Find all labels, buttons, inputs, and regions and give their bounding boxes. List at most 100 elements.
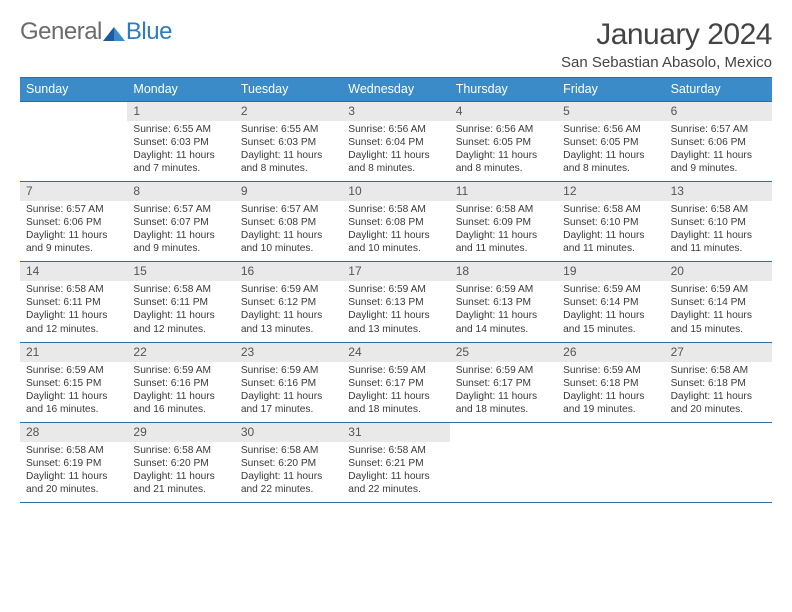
day-number: 10 — [342, 182, 449, 201]
blank-cell — [557, 423, 664, 502]
daylight-text-1: Daylight: 11 hours — [456, 229, 551, 242]
day-details: Sunrise: 6:57 AMSunset: 6:08 PMDaylight:… — [235, 201, 342, 255]
day-cell: 30Sunrise: 6:58 AMSunset: 6:20 PMDayligh… — [235, 423, 342, 502]
day-details: Sunrise: 6:58 AMSunset: 6:11 PMDaylight:… — [127, 281, 234, 335]
day-cell: 20Sunrise: 6:59 AMSunset: 6:14 PMDayligh… — [665, 262, 772, 341]
sunset-text: Sunset: 6:07 PM — [133, 216, 228, 229]
daylight-text-1: Daylight: 11 hours — [133, 309, 228, 322]
sunrise-text: Sunrise: 6:59 AM — [241, 364, 336, 377]
logo-triangle-icon — [103, 20, 125, 36]
day-details: Sunrise: 6:59 AMSunset: 6:16 PMDaylight:… — [127, 362, 234, 416]
day-number: 4 — [450, 102, 557, 121]
sunset-text: Sunset: 6:14 PM — [671, 296, 766, 309]
daylight-text-1: Daylight: 11 hours — [241, 390, 336, 403]
sunrise-text: Sunrise: 6:57 AM — [241, 203, 336, 216]
sunrise-text: Sunrise: 6:57 AM — [133, 203, 228, 216]
page-title: January 2024 — [561, 18, 772, 52]
sunset-text: Sunset: 6:03 PM — [241, 136, 336, 149]
sunrise-text: Sunrise: 6:58 AM — [26, 444, 121, 457]
sunset-text: Sunset: 6:12 PM — [241, 296, 336, 309]
sunrise-text: Sunrise: 6:58 AM — [348, 203, 443, 216]
day-cell: 5Sunrise: 6:56 AMSunset: 6:05 PMDaylight… — [557, 102, 664, 181]
day-cell: 19Sunrise: 6:59 AMSunset: 6:14 PMDayligh… — [557, 262, 664, 341]
sunset-text: Sunset: 6:11 PM — [26, 296, 121, 309]
daylight-text-1: Daylight: 11 hours — [671, 309, 766, 322]
sunset-text: Sunset: 6:20 PM — [241, 457, 336, 470]
day-header-cell: Sunday — [20, 78, 127, 101]
daylight-text-2: and 12 minutes. — [26, 323, 121, 336]
day-number: 3 — [342, 102, 449, 121]
day-cell: 31Sunrise: 6:58 AMSunset: 6:21 PMDayligh… — [342, 423, 449, 502]
sunrise-text: Sunrise: 6:59 AM — [456, 283, 551, 296]
daylight-text-1: Daylight: 11 hours — [671, 229, 766, 242]
calendar-grid: SundayMondayTuesdayWednesdayThursdayFrid… — [20, 77, 772, 503]
sunset-text: Sunset: 6:05 PM — [456, 136, 551, 149]
title-block: January 2024 San Sebastian Abasolo, Mexi… — [561, 18, 772, 71]
day-details: Sunrise: 6:59 AMSunset: 6:12 PMDaylight:… — [235, 281, 342, 335]
sunset-text: Sunset: 6:13 PM — [348, 296, 443, 309]
week-row: 7Sunrise: 6:57 AMSunset: 6:06 PMDaylight… — [20, 181, 772, 261]
day-details: Sunrise: 6:58 AMSunset: 6:18 PMDaylight:… — [665, 362, 772, 416]
day-details: Sunrise: 6:56 AMSunset: 6:05 PMDaylight:… — [557, 121, 664, 175]
sunrise-text: Sunrise: 6:58 AM — [133, 444, 228, 457]
day-details: Sunrise: 6:59 AMSunset: 6:17 PMDaylight:… — [342, 362, 449, 416]
sunset-text: Sunset: 6:15 PM — [26, 377, 121, 390]
daylight-text-1: Daylight: 11 hours — [26, 390, 121, 403]
daylight-text-2: and 13 minutes. — [348, 323, 443, 336]
daylight-text-2: and 10 minutes. — [348, 242, 443, 255]
day-header-cell: Thursday — [450, 78, 557, 101]
logo: General Blue — [20, 18, 172, 46]
week-row: 1Sunrise: 6:55 AMSunset: 6:03 PMDaylight… — [20, 101, 772, 181]
daylight-text-2: and 10 minutes. — [241, 242, 336, 255]
day-details: Sunrise: 6:59 AMSunset: 6:17 PMDaylight:… — [450, 362, 557, 416]
day-details: Sunrise: 6:57 AMSunset: 6:07 PMDaylight:… — [127, 201, 234, 255]
day-cell: 2Sunrise: 6:55 AMSunset: 6:03 PMDaylight… — [235, 102, 342, 181]
day-cell: 22Sunrise: 6:59 AMSunset: 6:16 PMDayligh… — [127, 343, 234, 422]
daylight-text-1: Daylight: 11 hours — [241, 229, 336, 242]
sunset-text: Sunset: 6:21 PM — [348, 457, 443, 470]
day-cell: 4Sunrise: 6:56 AMSunset: 6:05 PMDaylight… — [450, 102, 557, 181]
sunset-text: Sunset: 6:11 PM — [133, 296, 228, 309]
day-cell: 1Sunrise: 6:55 AMSunset: 6:03 PMDaylight… — [127, 102, 234, 181]
day-cell: 12Sunrise: 6:58 AMSunset: 6:10 PMDayligh… — [557, 182, 664, 261]
daylight-text-2: and 9 minutes. — [671, 162, 766, 175]
daylight-text-1: Daylight: 11 hours — [563, 229, 658, 242]
daylight-text-1: Daylight: 11 hours — [456, 309, 551, 322]
daylight-text-2: and 8 minutes. — [563, 162, 658, 175]
day-number: 13 — [665, 182, 772, 201]
daylight-text-2: and 11 minutes. — [563, 242, 658, 255]
daylight-text-2: and 8 minutes. — [241, 162, 336, 175]
header-row: General Blue January 2024 San Sebastian … — [20, 18, 772, 71]
sunset-text: Sunset: 6:08 PM — [348, 216, 443, 229]
day-number: 24 — [342, 343, 449, 362]
daylight-text-2: and 20 minutes. — [671, 403, 766, 416]
daylight-text-1: Daylight: 11 hours — [671, 149, 766, 162]
day-cell: 29Sunrise: 6:58 AMSunset: 6:20 PMDayligh… — [127, 423, 234, 502]
daylight-text-1: Daylight: 11 hours — [241, 149, 336, 162]
daylight-text-1: Daylight: 11 hours — [133, 470, 228, 483]
day-header-cell: Friday — [557, 78, 664, 101]
day-cell: 14Sunrise: 6:58 AMSunset: 6:11 PMDayligh… — [20, 262, 127, 341]
day-cell: 10Sunrise: 6:58 AMSunset: 6:08 PMDayligh… — [342, 182, 449, 261]
day-cell: 21Sunrise: 6:59 AMSunset: 6:15 PMDayligh… — [20, 343, 127, 422]
sunrise-text: Sunrise: 6:57 AM — [671, 123, 766, 136]
sunrise-text: Sunrise: 6:59 AM — [348, 364, 443, 377]
daylight-text-2: and 14 minutes. — [456, 323, 551, 336]
day-details: Sunrise: 6:58 AMSunset: 6:10 PMDaylight:… — [557, 201, 664, 255]
day-cell: 18Sunrise: 6:59 AMSunset: 6:13 PMDayligh… — [450, 262, 557, 341]
sunset-text: Sunset: 6:17 PM — [456, 377, 551, 390]
day-header-cell: Saturday — [665, 78, 772, 101]
day-cell: 8Sunrise: 6:57 AMSunset: 6:07 PMDaylight… — [127, 182, 234, 261]
day-number: 14 — [20, 262, 127, 281]
day-cell: 28Sunrise: 6:58 AMSunset: 6:19 PMDayligh… — [20, 423, 127, 502]
daylight-text-1: Daylight: 11 hours — [348, 470, 443, 483]
day-details: Sunrise: 6:58 AMSunset: 6:20 PMDaylight:… — [127, 442, 234, 496]
sunset-text: Sunset: 6:09 PM — [456, 216, 551, 229]
daylight-text-2: and 15 minutes. — [671, 323, 766, 336]
day-cell: 3Sunrise: 6:56 AMSunset: 6:04 PMDaylight… — [342, 102, 449, 181]
daylight-text-1: Daylight: 11 hours — [563, 309, 658, 322]
day-number: 7 — [20, 182, 127, 201]
daylight-text-1: Daylight: 11 hours — [133, 149, 228, 162]
daylight-text-1: Daylight: 11 hours — [563, 390, 658, 403]
daylight-text-2: and 8 minutes. — [456, 162, 551, 175]
